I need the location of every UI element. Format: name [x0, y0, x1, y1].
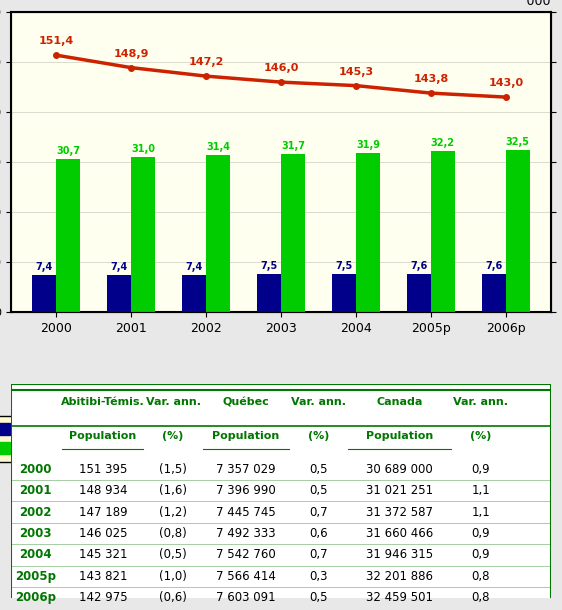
Bar [281, 154, 305, 312]
FancyBboxPatch shape [11, 384, 551, 610]
Text: 7,4: 7,4 [35, 262, 53, 272]
Text: 0,3: 0,3 [310, 570, 328, 583]
Text: 146 025: 146 025 [79, 527, 127, 540]
Text: (%): (%) [470, 431, 491, 442]
Text: 151,4: 151,4 [39, 36, 74, 46]
Text: 31,0: 31,0 [131, 144, 155, 154]
Bar [182, 275, 206, 312]
Text: 2006p: 2006p [15, 591, 56, 605]
Text: (1,0): (1,0) [159, 570, 187, 583]
Text: 0,8: 0,8 [472, 591, 490, 605]
Text: (1,5): (1,5) [159, 463, 187, 476]
Text: 148 934: 148 934 [79, 484, 127, 497]
Text: 142 975: 142 975 [79, 591, 127, 605]
Text: 143 821: 143 821 [79, 570, 127, 583]
Legend: Québec (gauche), Canada (gauche), Abitibi-Témiscamingue (droite): Québec (gauche), Canada (gauche), Abitib… [0, 415, 344, 462]
Text: (0,5): (0,5) [159, 548, 187, 561]
Text: 143,0: 143,0 [488, 78, 523, 88]
Text: 31,4: 31,4 [206, 142, 230, 152]
Text: (0,8): (0,8) [159, 527, 187, 540]
Text: 147,2: 147,2 [188, 57, 224, 67]
Bar [332, 274, 356, 312]
Text: 31 372 587: 31 372 587 [366, 506, 433, 518]
Bar [482, 274, 506, 312]
Text: (1,6): (1,6) [159, 484, 187, 497]
Text: 1,1: 1,1 [472, 506, 490, 518]
Text: 151 395: 151 395 [79, 463, 127, 476]
Text: 0,9: 0,9 [472, 548, 490, 561]
Bar [431, 151, 455, 312]
Bar [506, 149, 530, 312]
Bar [32, 275, 56, 312]
Bar [131, 157, 155, 312]
Text: 31 946 315: 31 946 315 [366, 548, 433, 561]
Text: 7 445 745: 7 445 745 [216, 506, 276, 518]
Text: 32 459 501: 32 459 501 [366, 591, 433, 605]
Text: 31,7: 31,7 [281, 140, 305, 151]
Text: 1,1: 1,1 [472, 484, 490, 497]
Text: 31 021 251: 31 021 251 [366, 484, 433, 497]
Text: 145,3: 145,3 [338, 66, 374, 77]
Text: 148,9: 148,9 [114, 49, 149, 59]
Text: 0,5: 0,5 [310, 463, 328, 476]
Text: 147 189: 147 189 [79, 506, 127, 518]
Text: Var. ann.: Var. ann. [453, 397, 508, 407]
Text: Var. ann.: Var. ann. [291, 397, 346, 407]
Text: (%): (%) [162, 431, 184, 442]
Bar [356, 152, 380, 312]
Text: (1,2): (1,2) [159, 506, 187, 518]
Text: Population: Population [212, 431, 279, 442]
Text: 143,8: 143,8 [413, 74, 448, 84]
Text: 2005p: 2005p [15, 570, 56, 583]
Text: 7,6: 7,6 [485, 261, 502, 271]
Text: (0,6): (0,6) [159, 591, 187, 605]
Text: 7 492 333: 7 492 333 [216, 527, 276, 540]
Text: 145 321: 145 321 [79, 548, 127, 561]
Text: 7 566 414: 7 566 414 [216, 570, 276, 583]
Text: Québec: Québec [223, 397, 269, 407]
Text: 7 357 029: 7 357 029 [216, 463, 276, 476]
Text: 32 201 886: 32 201 886 [366, 570, 433, 583]
Text: 2003: 2003 [19, 527, 52, 540]
Text: 31,9: 31,9 [356, 140, 380, 149]
Text: 7,6: 7,6 [410, 261, 428, 271]
Text: Population: Population [366, 431, 433, 442]
Text: Var. ann.: Var. ann. [146, 397, 201, 407]
Text: 2000: 2000 [19, 463, 52, 476]
Text: 0,7: 0,7 [310, 548, 328, 561]
Text: '000: '000 [523, 0, 551, 8]
Bar [407, 274, 431, 312]
Text: 7,4: 7,4 [185, 262, 203, 272]
Text: 7 396 990: 7 396 990 [216, 484, 276, 497]
Text: Canada: Canada [377, 397, 423, 407]
Text: 146,0: 146,0 [264, 63, 298, 73]
Text: 2004: 2004 [19, 548, 52, 561]
Text: 31 660 466: 31 660 466 [366, 527, 433, 540]
Bar [56, 159, 80, 312]
Text: 0,6: 0,6 [310, 527, 328, 540]
Text: 30 689 000: 30 689 000 [366, 463, 433, 476]
Text: 7 542 760: 7 542 760 [216, 548, 276, 561]
Text: 0,9: 0,9 [472, 463, 490, 476]
Bar [107, 275, 131, 312]
Text: 0,5: 0,5 [310, 591, 328, 605]
Text: 30,7: 30,7 [56, 146, 80, 156]
Text: 0,8: 0,8 [472, 570, 490, 583]
Text: 32,5: 32,5 [506, 137, 530, 146]
Text: 32,2: 32,2 [431, 138, 455, 148]
Text: (%): (%) [308, 431, 329, 442]
Text: 0,9: 0,9 [472, 527, 490, 540]
Text: 7,4: 7,4 [111, 262, 128, 272]
Text: Abitibi-Témis.: Abitibi-Témis. [61, 397, 145, 407]
Text: 7,5: 7,5 [336, 262, 352, 271]
Text: 0,7: 0,7 [310, 506, 328, 518]
Text: 7,5: 7,5 [260, 262, 278, 271]
Bar [257, 274, 281, 312]
Text: 7 603 091: 7 603 091 [216, 591, 276, 605]
Bar [206, 155, 230, 312]
Text: 2001: 2001 [19, 484, 52, 497]
Text: 2002: 2002 [19, 506, 52, 518]
Text: Population: Population [69, 431, 137, 442]
Text: 0,5: 0,5 [310, 484, 328, 497]
